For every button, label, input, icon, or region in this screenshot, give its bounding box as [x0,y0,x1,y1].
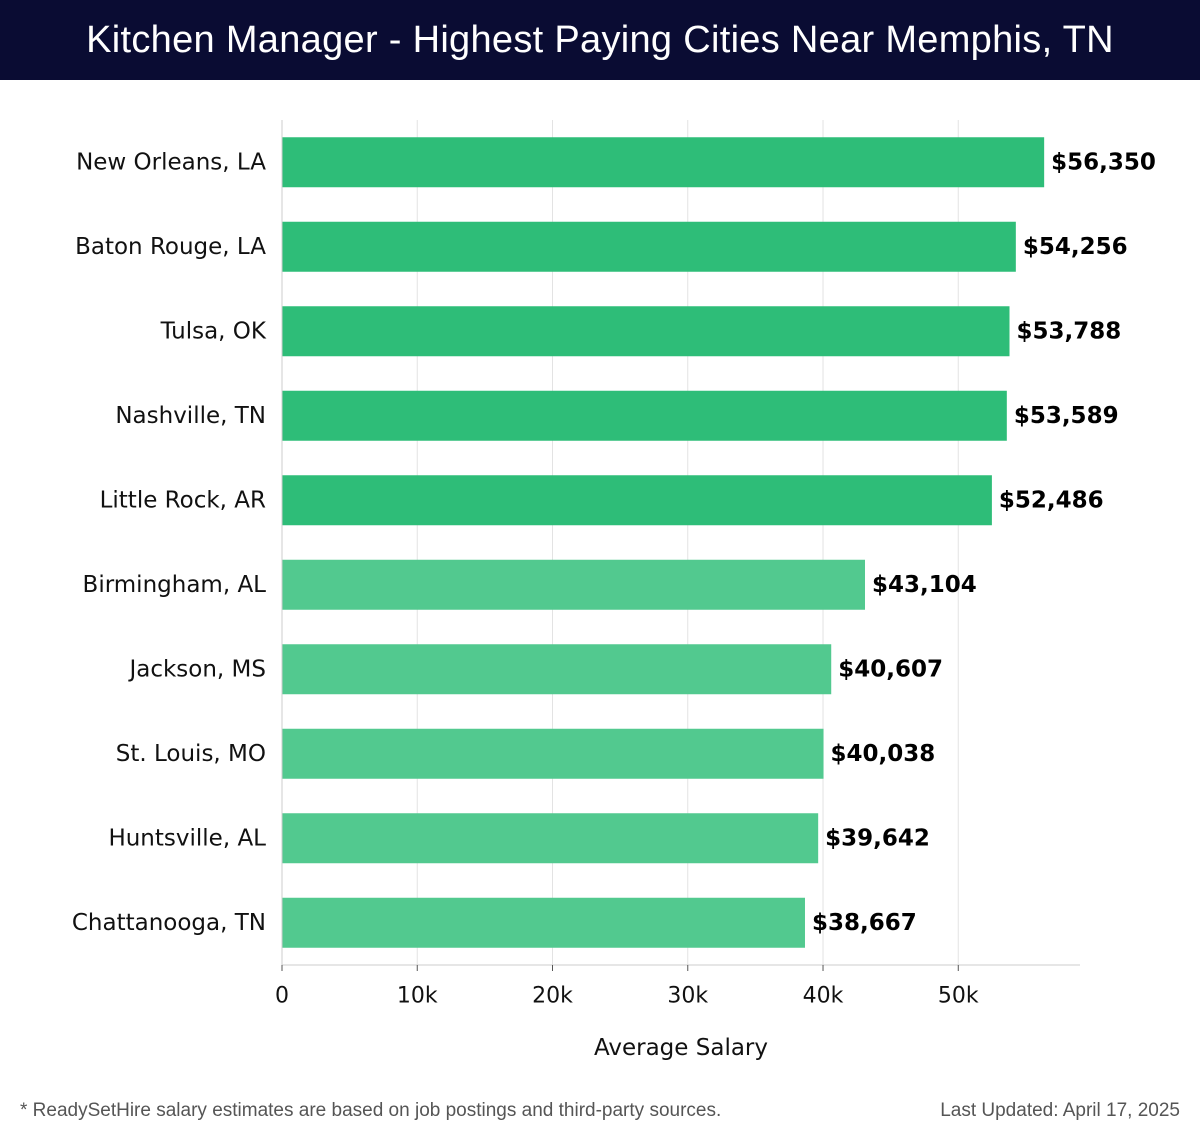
category-label-4: Little Rock, AR [100,487,266,513]
value-labels: $56,350 $54,256 $53,788 $53,589 $52,486 $43,1… [812,149,1156,936]
category-label-8: Huntsville, AL [108,825,266,851]
bar-7 [282,728,824,779]
value-label-7: $40,038 [831,741,936,767]
bar-1 [282,221,1016,272]
value-label-4: $52,486 [999,487,1104,513]
category-label-0: New Orleans, LA [76,149,266,175]
category-label-7: St. Louis, MO [116,741,266,767]
last-updated: Last Updated: April 17, 2025 [940,1100,1180,1121]
bar-8 [282,813,819,864]
x-tick-label-2: 20k [532,984,573,1009]
x-axis-title: Average Salary [594,1035,768,1061]
x-axis: 0 10k 20k 30k 40k 50k Average Salary [275,120,1080,1061]
x-tick-label-3: 30k [667,984,708,1009]
value-label-2: $53,788 [1017,318,1122,344]
bar-3 [282,390,1007,441]
bar-2 [282,306,1010,357]
x-tick-label-4: 40k [803,984,844,1009]
footer-note: * ReadySetHire salary estimates are base… [20,1100,722,1121]
category-label-2: Tulsa, OK [160,318,267,344]
bars [282,137,1045,948]
chart-title: Kitchen Manager - Highest Paying Cities … [86,18,1114,61]
bar-0 [282,137,1045,188]
value-label-9: $38,667 [812,910,917,936]
value-label-5: $43,104 [872,572,977,598]
bar-5 [282,559,865,610]
value-label-6: $40,607 [838,656,943,682]
value-label-8: $39,642 [825,825,930,851]
chart-header: Kitchen Manager - Highest Paying Cities … [0,0,1200,80]
category-label-6: Jackson, MS [127,656,266,682]
value-label-1: $54,256 [1023,234,1128,260]
bar-4 [282,475,992,526]
x-tick-label-1: 10k [397,984,438,1009]
salary-bar-chart: New Orleans, LA Baton Rouge, LA Tulsa, OK N… [72,120,1156,1061]
category-label-1: Baton Rouge, LA [75,234,266,260]
category-label-9: Chattanooga, TN [72,910,266,936]
category-labels: New Orleans, LA Baton Rouge, LA Tulsa, OK N… [72,149,267,936]
value-label-0: $56,350 [1051,149,1156,175]
category-label-3: Nashville, TN [115,403,266,429]
value-label-3: $53,589 [1014,403,1119,429]
bar-6 [282,644,832,695]
category-label-5: Birmingham, AL [83,572,267,598]
x-tick-label-5: 50k [938,984,979,1009]
x-tick-label-0: 0 [275,984,289,1009]
bar-9 [282,897,805,948]
